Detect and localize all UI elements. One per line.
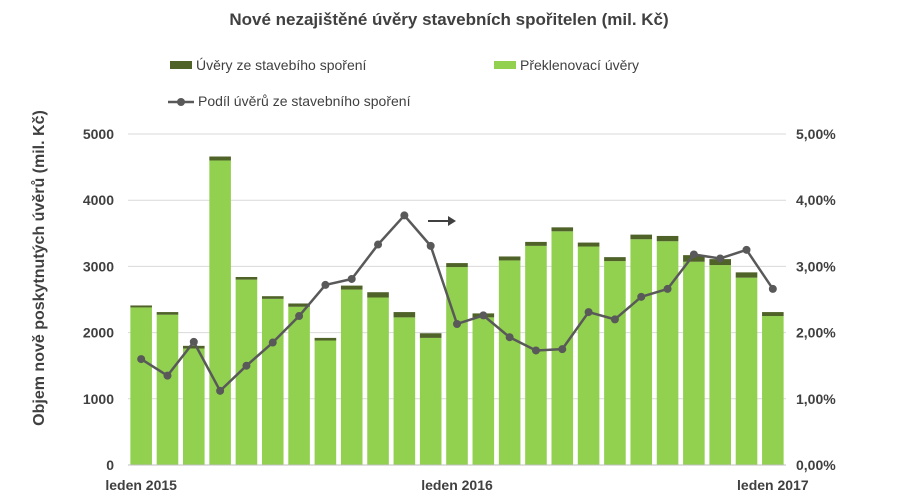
share-point [242, 361, 251, 370]
bar-savings-loan [656, 235, 679, 242]
bar-savings-loan [498, 256, 521, 261]
bar-savings-loan [446, 263, 468, 268]
share-point [716, 254, 725, 263]
bar-savings-loan [367, 292, 389, 298]
share-point [453, 319, 461, 328]
y-tick-label: 2000 [83, 325, 114, 341]
x-tick-label: leden 2015 [105, 477, 177, 493]
bar-bridging-loan [130, 307, 152, 465]
share-point [637, 292, 646, 301]
bar-bridging-loan [577, 246, 600, 465]
bar-savings-loan [183, 345, 205, 349]
share-point [295, 312, 304, 321]
share-point [742, 245, 751, 254]
y2-tick-label: 4,00% [796, 192, 836, 208]
bar-savings-loan [130, 305, 152, 308]
bar-bridging-loan [288, 306, 310, 465]
bar-bridging-loan [630, 239, 653, 465]
bar-savings-loan [604, 257, 626, 262]
bar-savings-loan [419, 333, 442, 338]
share-point [321, 280, 330, 289]
bar-bridging-loan [735, 277, 758, 465]
bar-savings-loan [314, 337, 337, 341]
share-point [610, 315, 619, 324]
share-point [558, 345, 567, 354]
share-point [531, 346, 540, 355]
y-tick-label: 4000 [83, 192, 114, 208]
legend-label-share-line: Podíl úvěrů ze stavebního spoření [198, 93, 411, 109]
annotation-arrow [428, 216, 456, 226]
share-point [163, 371, 172, 380]
share-point [505, 333, 514, 342]
share-point [768, 284, 777, 293]
share-point [584, 308, 593, 317]
share-point [479, 311, 488, 320]
x-tick-label: leden 2017 [737, 477, 809, 493]
share-point [663, 284, 672, 293]
bar-bridging-loan [472, 317, 495, 465]
y2-tick-label: 5,00% [796, 126, 836, 142]
y2-tick-label: 1,00% [796, 391, 836, 407]
bar-bridging-loan [235, 279, 258, 465]
bar-bridging-loan [604, 261, 626, 465]
bar-savings-loan [209, 156, 231, 161]
legend-label-bridging-loans: Překlenovací úvěry [520, 57, 640, 73]
x-tick-label: leden 2016 [421, 477, 493, 493]
bar-bridging-loan [261, 298, 284, 465]
bar-savings-loan [288, 303, 310, 307]
share-point [189, 337, 198, 346]
bar-savings-loan [393, 312, 416, 318]
bar-savings-loan [340, 285, 363, 290]
share-point [137, 355, 146, 364]
bar-savings-loan [762, 312, 784, 317]
bar-bridging-loan [656, 241, 679, 465]
bar-bridging-loan [709, 265, 731, 465]
bar-savings-loan [261, 296, 284, 299]
bar-bridging-loan [314, 340, 337, 465]
bar-bridging-loan [419, 337, 442, 465]
bar-bridging-loan [340, 289, 363, 465]
legend-swatch-bridging-loans [494, 61, 516, 69]
bar-savings-loan [525, 241, 547, 246]
legend-swatch-savings-loans [170, 61, 192, 69]
chart-title: Nové nezajištěné úvěry stavebních spořit… [229, 10, 669, 29]
bar-savings-loan [577, 242, 600, 247]
bar-bridging-loan [156, 314, 179, 465]
y-tick-label: 0 [106, 457, 114, 473]
bar-savings-loan [630, 234, 653, 240]
y2-tick-label: 2,00% [796, 325, 836, 341]
share-point [374, 240, 383, 249]
bar-bridging-loan [762, 316, 784, 465]
share-point [400, 211, 409, 220]
share-point [347, 274, 356, 283]
bar-bridging-loan [183, 348, 205, 465]
y-tick-label: 1000 [83, 391, 114, 407]
bar-savings-loan [551, 227, 574, 232]
y2-tick-label: 0,00% [796, 457, 836, 473]
bar-bridging-loan [498, 260, 521, 465]
y2-tick-label: 3,00% [796, 258, 836, 274]
bar-savings-loan [235, 276, 258, 280]
bar-bridging-loan [525, 245, 547, 465]
legend-line-marker [168, 98, 194, 106]
share-point [426, 241, 435, 250]
bar-bridging-loan [683, 261, 705, 465]
bar-savings-loan [156, 312, 179, 315]
bar-bridging-loan [209, 160, 231, 466]
y-tick-label: 5000 [83, 126, 114, 142]
bar-bridging-loan [393, 317, 416, 465]
bar-bridging-loan [367, 297, 389, 465]
share-point [216, 386, 225, 395]
bar-savings-loan [735, 272, 758, 278]
legend-label-savings-loans: Úvěry ze stavebího spoření [196, 57, 367, 73]
share-point [689, 250, 698, 259]
bar-bridging-loan [446, 267, 468, 465]
share-point [268, 338, 277, 347]
y-tick-label: 3000 [83, 258, 114, 274]
